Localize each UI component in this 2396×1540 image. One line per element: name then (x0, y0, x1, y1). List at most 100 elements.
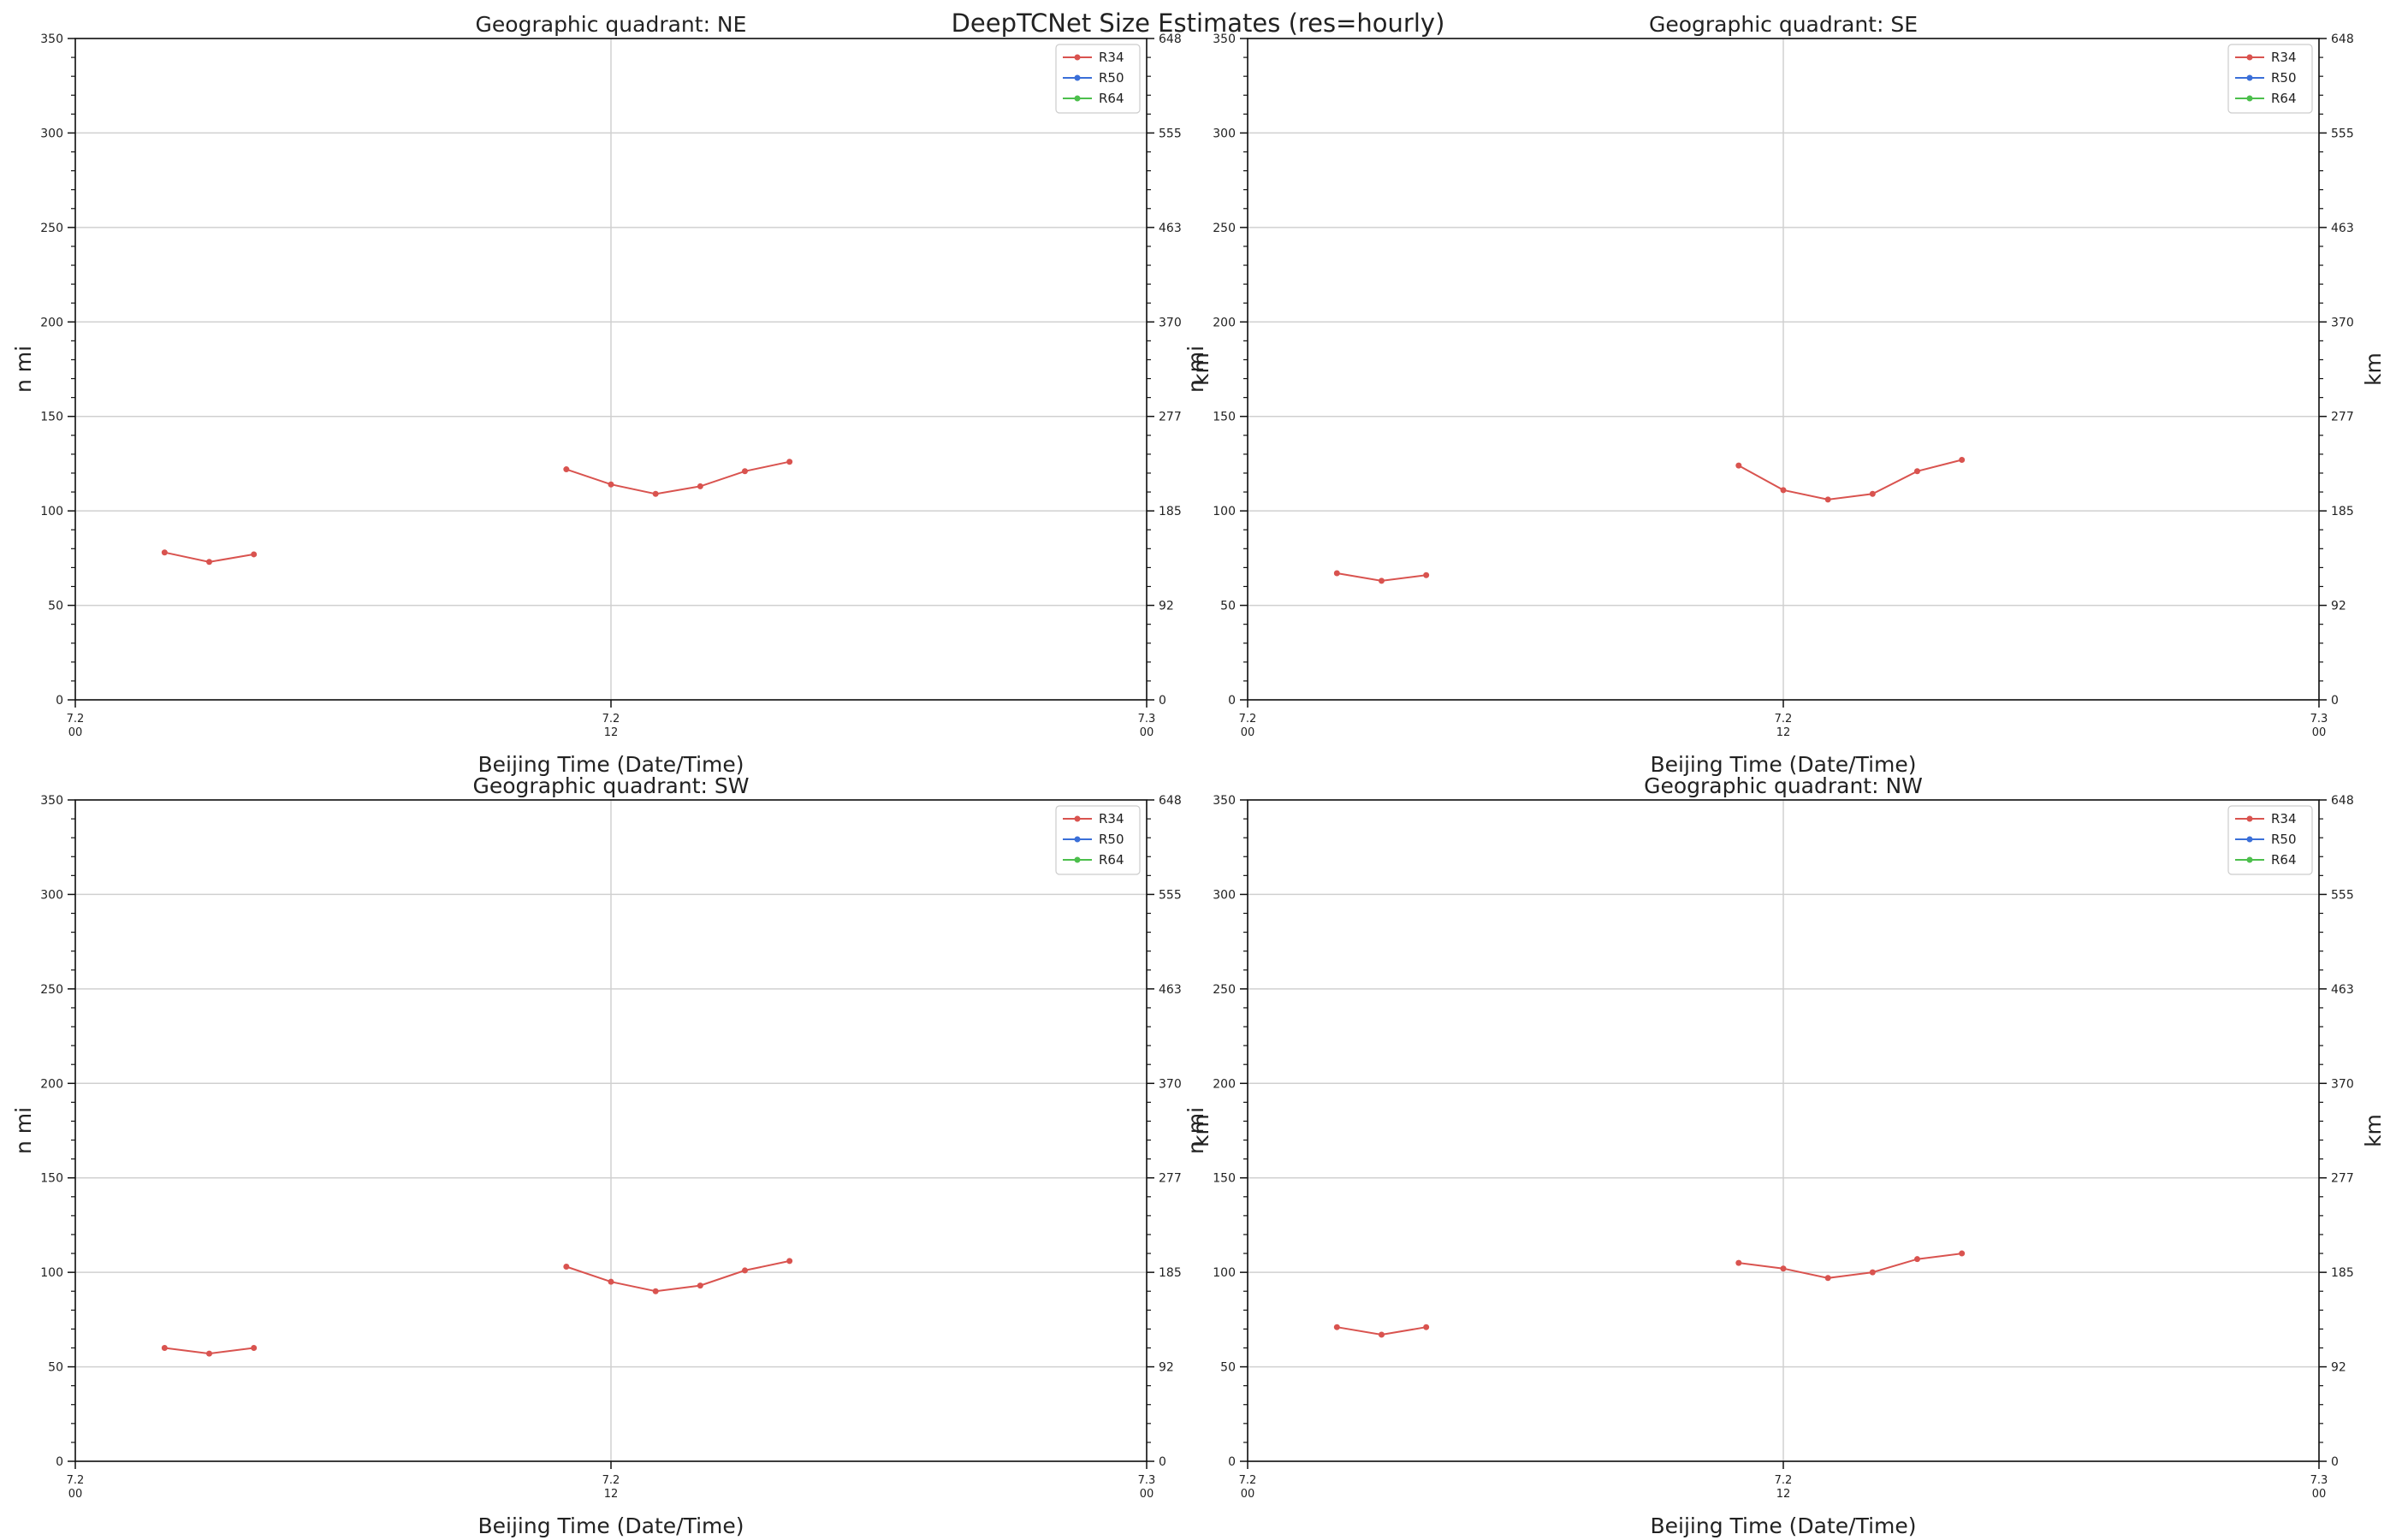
y-tick-label: 300 (40, 888, 63, 902)
data-point-r34 (1423, 1324, 1430, 1330)
y-tick-label: 250 (1213, 983, 1236, 997)
y2-tick-label: 370 (1159, 316, 1182, 329)
x-tick-label-hour: 00 (2312, 1488, 2327, 1501)
plot-frame (1247, 799, 2320, 1462)
data-point-r34 (161, 549, 168, 556)
data-point-r34 (1914, 1256, 1920, 1263)
data-point-r34 (1959, 1250, 1966, 1257)
data-point-r34 (742, 1267, 748, 1274)
data-point-r34 (161, 1344, 168, 1351)
y-tick-label: 0 (56, 1455, 63, 1469)
data-point-r34 (251, 1344, 258, 1351)
x-tick-label-hour: 00 (1140, 726, 1154, 739)
y-tick-label: 200 (40, 316, 63, 329)
x-tick-label-date: 7.2 (1239, 713, 1257, 726)
y-tick-label: 150 (1213, 411, 1236, 424)
y-tick-label: 350 (40, 33, 63, 46)
legend-label-r64: R64 (1099, 852, 1124, 868)
data-point-r34 (1780, 487, 1787, 494)
y2-tick-label: 92 (2331, 1361, 2346, 1375)
legend-label-r64: R64 (2271, 852, 2297, 868)
series-line-r34 (566, 1259, 790, 1293)
legend-marker-r50 (1074, 74, 1081, 81)
data-point-r34 (1914, 468, 1920, 475)
data-point-r34 (697, 1282, 703, 1289)
y-tick-label: 50 (48, 1361, 63, 1375)
y-tick-label: 250 (40, 983, 63, 997)
x-tick-label-hour: 12 (604, 726, 619, 739)
y2-tick-label: 555 (2331, 888, 2354, 902)
y2-tick-label: 277 (2331, 411, 2354, 424)
x-tick-label-date: 7.3 (2310, 1474, 2328, 1487)
x-tick-label-hour: 12 (604, 1488, 619, 1501)
y-tick-label: 150 (1213, 1172, 1236, 1186)
y2-tick-label: 370 (2331, 316, 2354, 329)
x-tick-label-hour: 00 (1140, 1488, 1154, 1501)
y-axis-label: n mi (1183, 1107, 1208, 1154)
data-point-r34 (608, 1278, 614, 1285)
y2-tick-label: 185 (2331, 1266, 2354, 1280)
data-point-r34 (1959, 457, 1966, 464)
y2-tick-label: 648 (1159, 33, 1182, 46)
y2-tick-label: 555 (2331, 127, 2354, 140)
data-point-r34 (786, 1258, 793, 1265)
y-tick-label: 100 (40, 505, 63, 518)
x-tick-label-date: 7.2 (1239, 1474, 1257, 1487)
legend-marker-r64 (2246, 95, 2253, 102)
y2-tick-label: 370 (1159, 1077, 1182, 1091)
y2-tick-label: 92 (1159, 1361, 1174, 1375)
x-axis-label: Beijing Time (Date/Time) (1650, 752, 1916, 777)
series-line-r34 (1738, 1253, 1962, 1279)
data-point-r34 (206, 559, 212, 566)
y2-tick-label: 648 (2331, 794, 2354, 808)
legend-marker-r50 (2246, 74, 2253, 81)
y2-tick-label: 463 (2331, 222, 2354, 235)
y2-tick-label: 0 (2331, 694, 2339, 708)
data-point-r34 (1780, 1265, 1787, 1272)
legend-marker-r34 (2246, 815, 2253, 822)
y2-tick-label: 0 (2331, 1455, 2339, 1469)
legend-marker-r34 (1074, 54, 1081, 61)
legend: R34 R50 R64 (1055, 805, 1141, 875)
x-tick-label-hour: 12 (1776, 1488, 1791, 1501)
legend-marker-r34 (2246, 54, 2253, 61)
legend-label-r50: R50 (1099, 832, 1124, 847)
y2-tick-label: 463 (2331, 983, 2354, 997)
y-tick-label: 300 (40, 127, 63, 140)
y-tick-label: 200 (1213, 1077, 1236, 1091)
legend: R34 R50 R64 (2227, 44, 2313, 114)
panel-title: Geographic quadrant: NE (476, 12, 747, 37)
x-tick-label-hour: 00 (68, 726, 83, 739)
y2-axis-label: km (2361, 1114, 2386, 1147)
legend-marker-r64 (1074, 856, 1081, 863)
x-tick-label-date: 7.2 (602, 1474, 620, 1487)
x-tick-label-date: 7.3 (1138, 1474, 1156, 1487)
data-point-r34 (1869, 1269, 1876, 1276)
plot-frame (74, 799, 1148, 1462)
y-tick-label: 0 (1228, 1455, 1236, 1469)
y-tick-label: 100 (40, 1266, 63, 1280)
x-tick-label-hour: 12 (1776, 726, 1791, 739)
data-point-r34 (742, 468, 748, 475)
y2-tick-label: 185 (2331, 505, 2354, 518)
data-point-r34 (1735, 1259, 1742, 1266)
y2-tick-label: 277 (2331, 1172, 2354, 1186)
y-tick-label: 250 (1213, 222, 1236, 235)
y2-axis-label: km (2361, 352, 2386, 386)
y2-tick-label: 555 (1159, 888, 1182, 902)
y-tick-label: 50 (1220, 1361, 1236, 1375)
y-tick-label: 350 (40, 794, 63, 808)
data-point-r34 (1824, 1275, 1831, 1282)
legend-marker-r34 (1074, 815, 1081, 822)
y-axis-label: n mi (11, 1107, 36, 1154)
y2-tick-label: 185 (1159, 1266, 1182, 1280)
x-tick-label-hour: 00 (1241, 726, 1255, 739)
legend-label-r34: R34 (1099, 50, 1124, 65)
data-point-r34 (697, 483, 703, 489)
figure-title: DeepTCNet Size Estimates (res=hourly) (951, 9, 1445, 38)
x-tick-label-hour: 00 (1241, 1488, 1255, 1501)
x-tick-label-date: 7.3 (2310, 713, 2328, 726)
panel-title: Geographic quadrant: SW (473, 773, 750, 798)
